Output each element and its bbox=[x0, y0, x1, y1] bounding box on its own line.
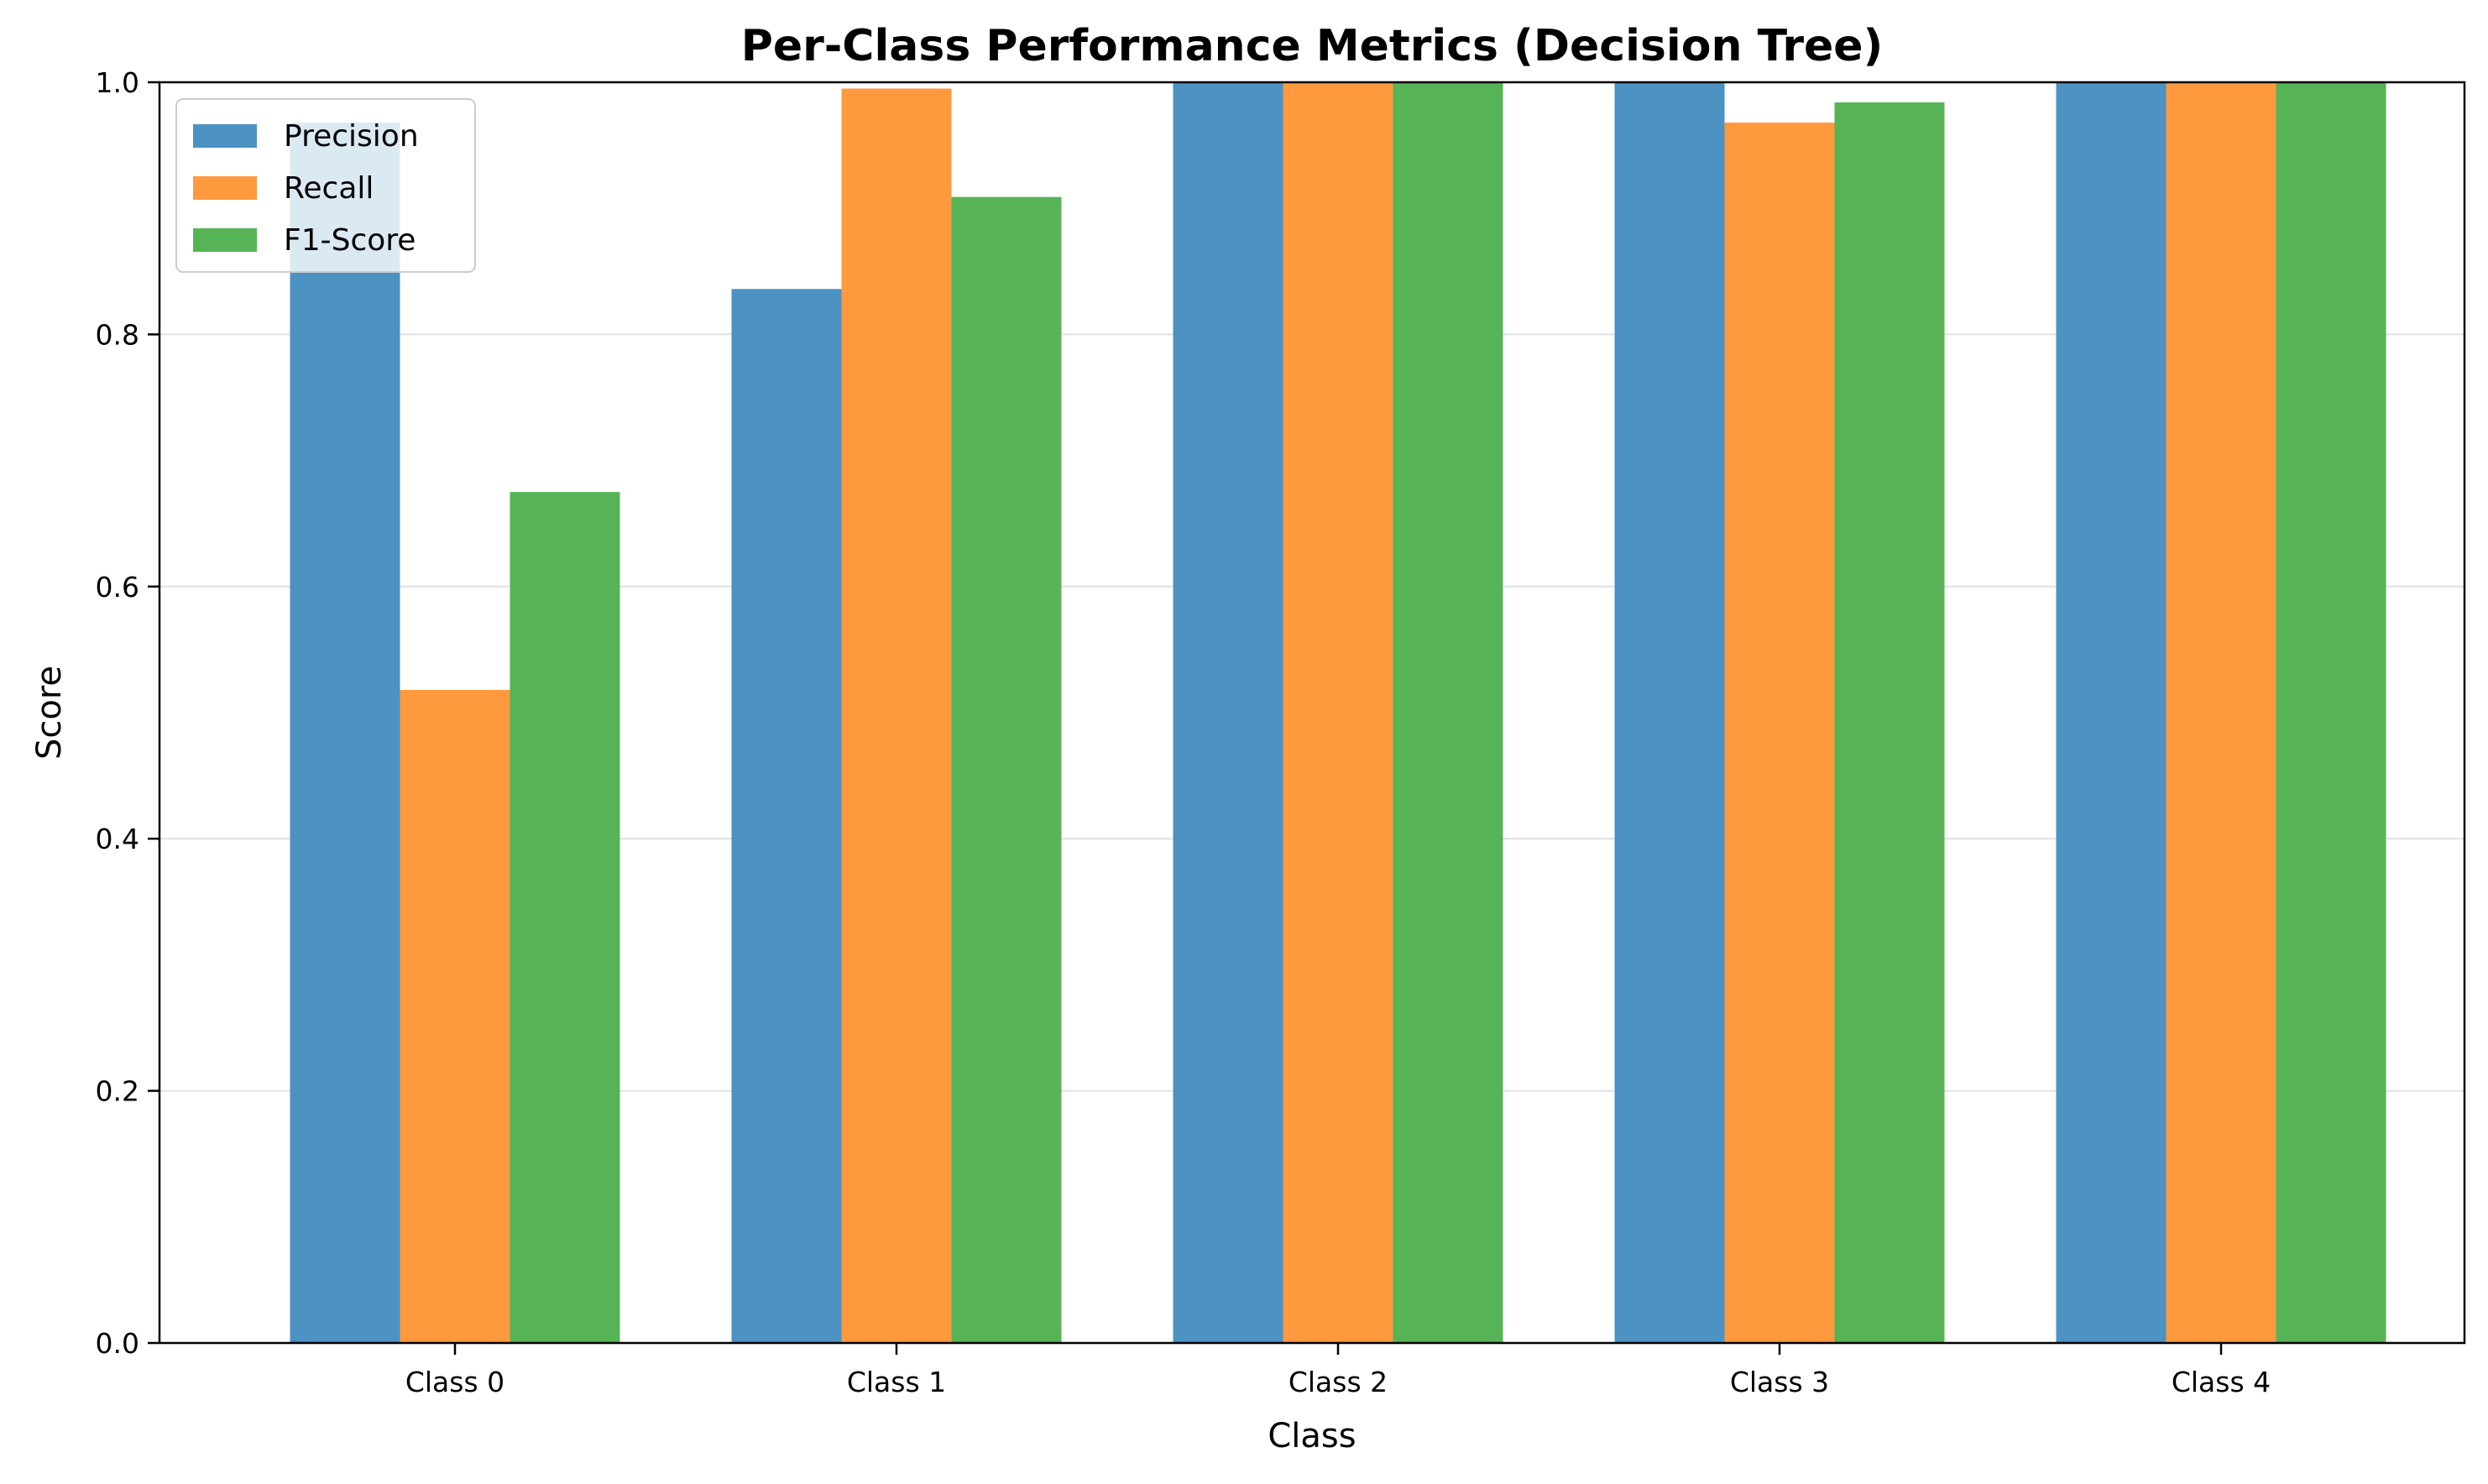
y-axis-ticks: 0.0 0.2 0.4 0.6 0.8 1.0 bbox=[96, 66, 159, 1360]
bar-precision-1 bbox=[731, 289, 842, 1343]
y-axis-label: Score bbox=[30, 666, 69, 760]
bar-recall-0 bbox=[400, 689, 510, 1343]
legend-label: Recall bbox=[284, 171, 374, 206]
x-tick-label: Class 3 bbox=[1730, 1366, 1829, 1398]
bar-f1-score-2 bbox=[1393, 82, 1503, 1343]
bar-recall-2 bbox=[1283, 82, 1393, 1343]
x-axis-label: Class bbox=[1268, 1417, 1356, 1455]
y-tick-label: 1.0 bbox=[96, 66, 139, 99]
bar-f1-score-3 bbox=[1834, 102, 1945, 1344]
bar-recall-3 bbox=[1724, 123, 1835, 1344]
legend-label: Precision bbox=[284, 119, 419, 154]
legend-swatch bbox=[193, 228, 257, 252]
y-tick-label: 0.4 bbox=[96, 823, 139, 855]
bar-precision-4 bbox=[2056, 82, 2167, 1343]
plot-frame bbox=[158, 81, 2466, 1345]
bar-f1-score-0 bbox=[510, 492, 620, 1343]
bar-precision-2 bbox=[1173, 82, 1283, 1343]
legend-swatch bbox=[193, 124, 257, 148]
bar-precision-3 bbox=[1614, 82, 1725, 1343]
bar-f1-score-1 bbox=[951, 196, 1062, 1343]
bar-precision-0 bbox=[290, 123, 400, 1344]
legend-swatch bbox=[193, 176, 257, 200]
legend-label: F1-Score bbox=[284, 223, 416, 258]
legend: Precision Recall F1-Score bbox=[175, 98, 476, 273]
x-axis-ticks: Class 0 Class 1 Class 2 Class 3 Class 4 bbox=[405, 1343, 2271, 1398]
y-tick-label: 0.2 bbox=[96, 1075, 139, 1108]
bar-recall-1 bbox=[841, 88, 952, 1343]
y-tick-label: 0.8 bbox=[96, 318, 139, 351]
bars bbox=[290, 82, 2386, 1344]
bar-f1-score-4 bbox=[2276, 82, 2386, 1343]
x-tick-label: Class 2 bbox=[1288, 1366, 1388, 1398]
y-tick-label: 0.0 bbox=[96, 1327, 139, 1360]
x-tick-label: Class 0 bbox=[405, 1366, 504, 1398]
bar-recall-4 bbox=[2166, 82, 2276, 1343]
x-tick-label: Class 4 bbox=[2172, 1366, 2271, 1398]
x-tick-label: Class 1 bbox=[847, 1366, 946, 1398]
y-tick-label: 0.6 bbox=[96, 571, 139, 604]
chart-title: Per-Class Performance Metrics (Decision … bbox=[741, 21, 1884, 71]
